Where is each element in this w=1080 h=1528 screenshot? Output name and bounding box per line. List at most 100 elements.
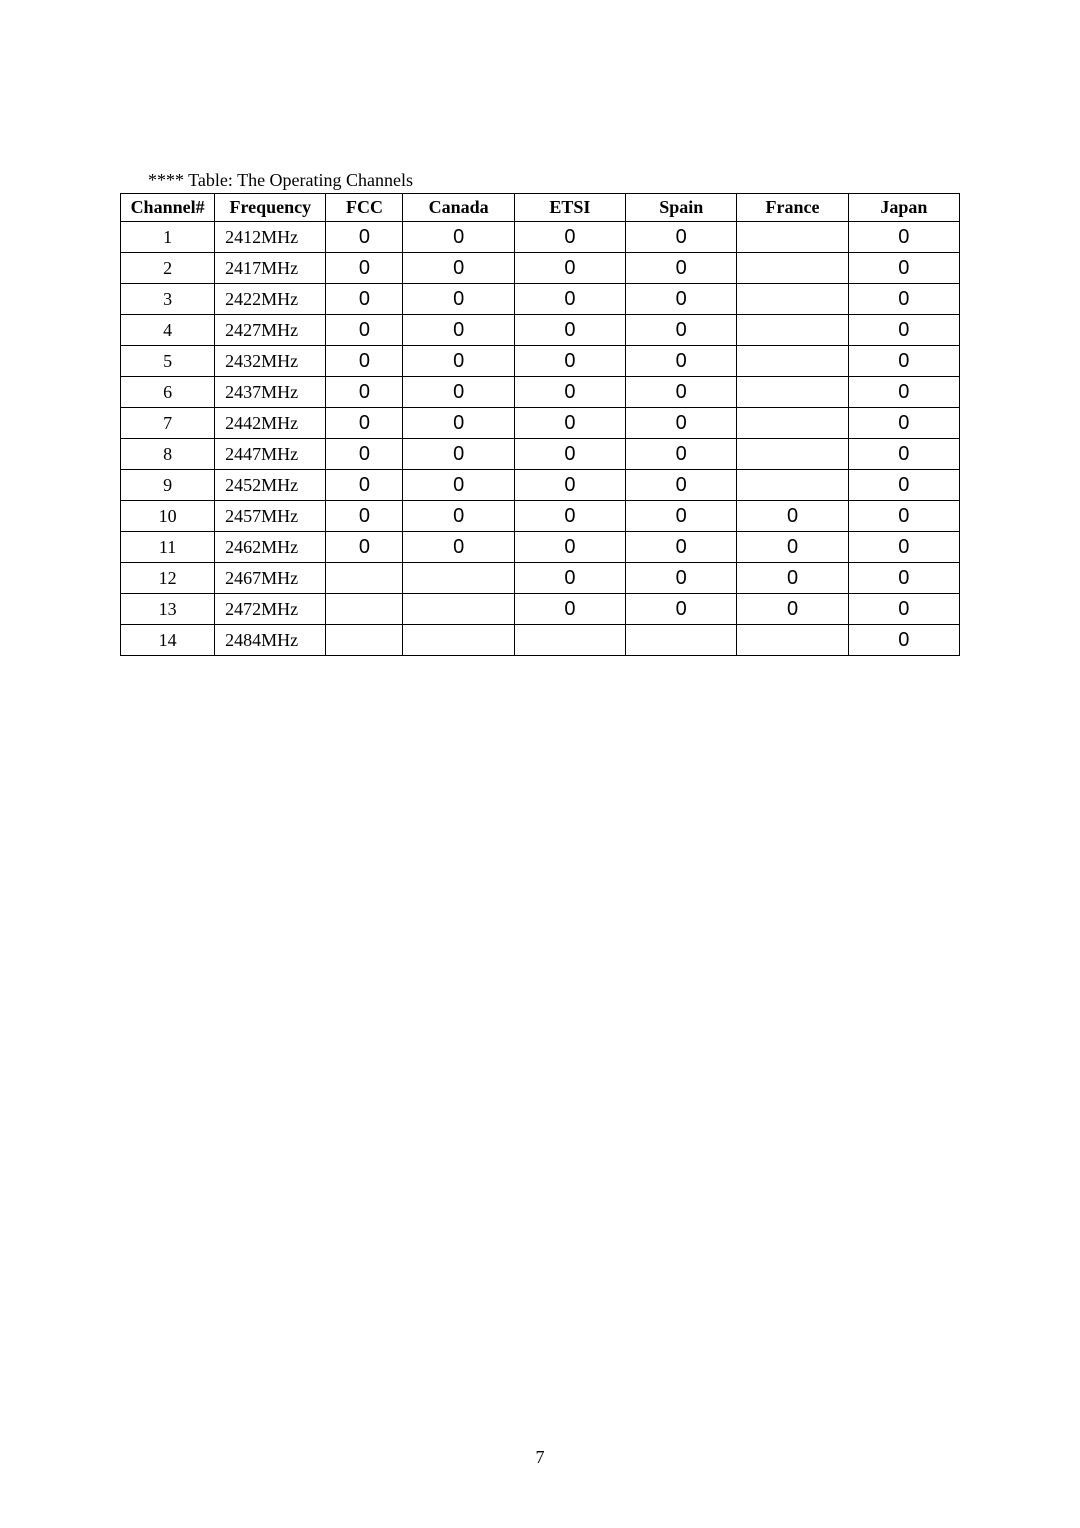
table-header-row: Channel# Frequency FCC Canada ETSI Spain… xyxy=(121,194,960,222)
cell-fcc: 0 xyxy=(326,346,403,377)
cell-spain: 0 xyxy=(626,532,737,563)
cell-japan: 0 xyxy=(848,470,959,501)
cell-france xyxy=(737,470,848,501)
cell-spain: 0 xyxy=(626,563,737,594)
cell-fcc: 0 xyxy=(326,532,403,563)
cell-japan: 0 xyxy=(848,377,959,408)
cell-frequency: 2452MHz xyxy=(215,470,326,501)
table-row: 72442MHz00000 xyxy=(121,408,960,439)
cell-etsi: 0 xyxy=(514,594,625,625)
cell-frequency: 2432MHz xyxy=(215,346,326,377)
cell-japan: 0 xyxy=(848,563,959,594)
col-header-spain: Spain xyxy=(626,194,737,222)
cell-channel: 14 xyxy=(121,625,215,656)
table-row: 102457MHz000000 xyxy=(121,501,960,532)
cell-etsi: 0 xyxy=(514,470,625,501)
operating-channels-table: Channel# Frequency FCC Canada ETSI Spain… xyxy=(120,193,960,656)
col-header-japan: Japan xyxy=(848,194,959,222)
cell-france xyxy=(737,284,848,315)
cell-spain: 0 xyxy=(626,408,737,439)
cell-fcc: 0 xyxy=(326,315,403,346)
cell-frequency: 2462MHz xyxy=(215,532,326,563)
cell-canada: 0 xyxy=(403,315,514,346)
table-row: 92452MHz00000 xyxy=(121,470,960,501)
cell-canada: 0 xyxy=(403,346,514,377)
table-row: 42427MHz00000 xyxy=(121,315,960,346)
table-row: 12412MHz00000 xyxy=(121,222,960,253)
table-row: 62437MHz00000 xyxy=(121,377,960,408)
cell-canada xyxy=(403,563,514,594)
cell-canada: 0 xyxy=(403,253,514,284)
table-row: 32422MHz00000 xyxy=(121,284,960,315)
cell-fcc: 0 xyxy=(326,439,403,470)
cell-spain: 0 xyxy=(626,594,737,625)
cell-france xyxy=(737,625,848,656)
cell-channel: 7 xyxy=(121,408,215,439)
cell-france xyxy=(737,222,848,253)
cell-etsi: 0 xyxy=(514,563,625,594)
cell-channel: 2 xyxy=(121,253,215,284)
cell-channel: 12 xyxy=(121,563,215,594)
cell-frequency: 2427MHz xyxy=(215,315,326,346)
cell-france: 0 xyxy=(737,563,848,594)
page-number: 7 xyxy=(0,1447,1080,1468)
table-row: 122467MHz0000 xyxy=(121,563,960,594)
cell-spain: 0 xyxy=(626,501,737,532)
cell-frequency: 2467MHz xyxy=(215,563,326,594)
table-body: 12412MHz0000022417MHz0000032422MHz000004… xyxy=(121,222,960,656)
cell-frequency: 2457MHz xyxy=(215,501,326,532)
cell-france: 0 xyxy=(737,532,848,563)
cell-frequency: 2417MHz xyxy=(215,253,326,284)
cell-etsi: 0 xyxy=(514,439,625,470)
cell-channel: 1 xyxy=(121,222,215,253)
cell-france: 0 xyxy=(737,501,848,532)
cell-canada: 0 xyxy=(403,377,514,408)
cell-spain xyxy=(626,625,737,656)
cell-japan: 0 xyxy=(848,501,959,532)
cell-spain: 0 xyxy=(626,315,737,346)
cell-canada: 0 xyxy=(403,501,514,532)
table-row: 22417MHz00000 xyxy=(121,253,960,284)
document-page: **** Table: The Operating Channels Chann… xyxy=(0,0,1080,656)
col-header-canada: Canada xyxy=(403,194,514,222)
cell-france xyxy=(737,346,848,377)
cell-japan: 0 xyxy=(848,253,959,284)
col-header-etsi: ETSI xyxy=(514,194,625,222)
table-row: 112462MHz000000 xyxy=(121,532,960,563)
cell-channel: 5 xyxy=(121,346,215,377)
cell-etsi: 0 xyxy=(514,408,625,439)
cell-frequency: 2447MHz xyxy=(215,439,326,470)
cell-frequency: 2442MHz xyxy=(215,408,326,439)
cell-spain: 0 xyxy=(626,284,737,315)
cell-etsi: 0 xyxy=(514,532,625,563)
cell-canada xyxy=(403,594,514,625)
cell-etsi: 0 xyxy=(514,315,625,346)
cell-fcc: 0 xyxy=(326,470,403,501)
cell-france xyxy=(737,315,848,346)
table-row: 132472MHz0000 xyxy=(121,594,960,625)
cell-fcc: 0 xyxy=(326,253,403,284)
cell-channel: 3 xyxy=(121,284,215,315)
cell-france xyxy=(737,377,848,408)
cell-japan: 0 xyxy=(848,284,959,315)
col-header-channel: Channel# xyxy=(121,194,215,222)
cell-fcc: 0 xyxy=(326,408,403,439)
cell-channel: 10 xyxy=(121,501,215,532)
cell-france: 0 xyxy=(737,594,848,625)
cell-frequency: 2422MHz xyxy=(215,284,326,315)
col-header-france: France xyxy=(737,194,848,222)
cell-channel: 4 xyxy=(121,315,215,346)
cell-frequency: 2412MHz xyxy=(215,222,326,253)
table-row: 52432MHz00000 xyxy=(121,346,960,377)
cell-etsi: 0 xyxy=(514,377,625,408)
cell-spain: 0 xyxy=(626,377,737,408)
cell-etsi: 0 xyxy=(514,346,625,377)
cell-etsi: 0 xyxy=(514,222,625,253)
cell-fcc xyxy=(326,563,403,594)
cell-spain: 0 xyxy=(626,439,737,470)
cell-japan: 0 xyxy=(848,408,959,439)
table-row: 142484MHz0 xyxy=(121,625,960,656)
cell-japan: 0 xyxy=(848,315,959,346)
cell-japan: 0 xyxy=(848,439,959,470)
cell-japan: 0 xyxy=(848,346,959,377)
